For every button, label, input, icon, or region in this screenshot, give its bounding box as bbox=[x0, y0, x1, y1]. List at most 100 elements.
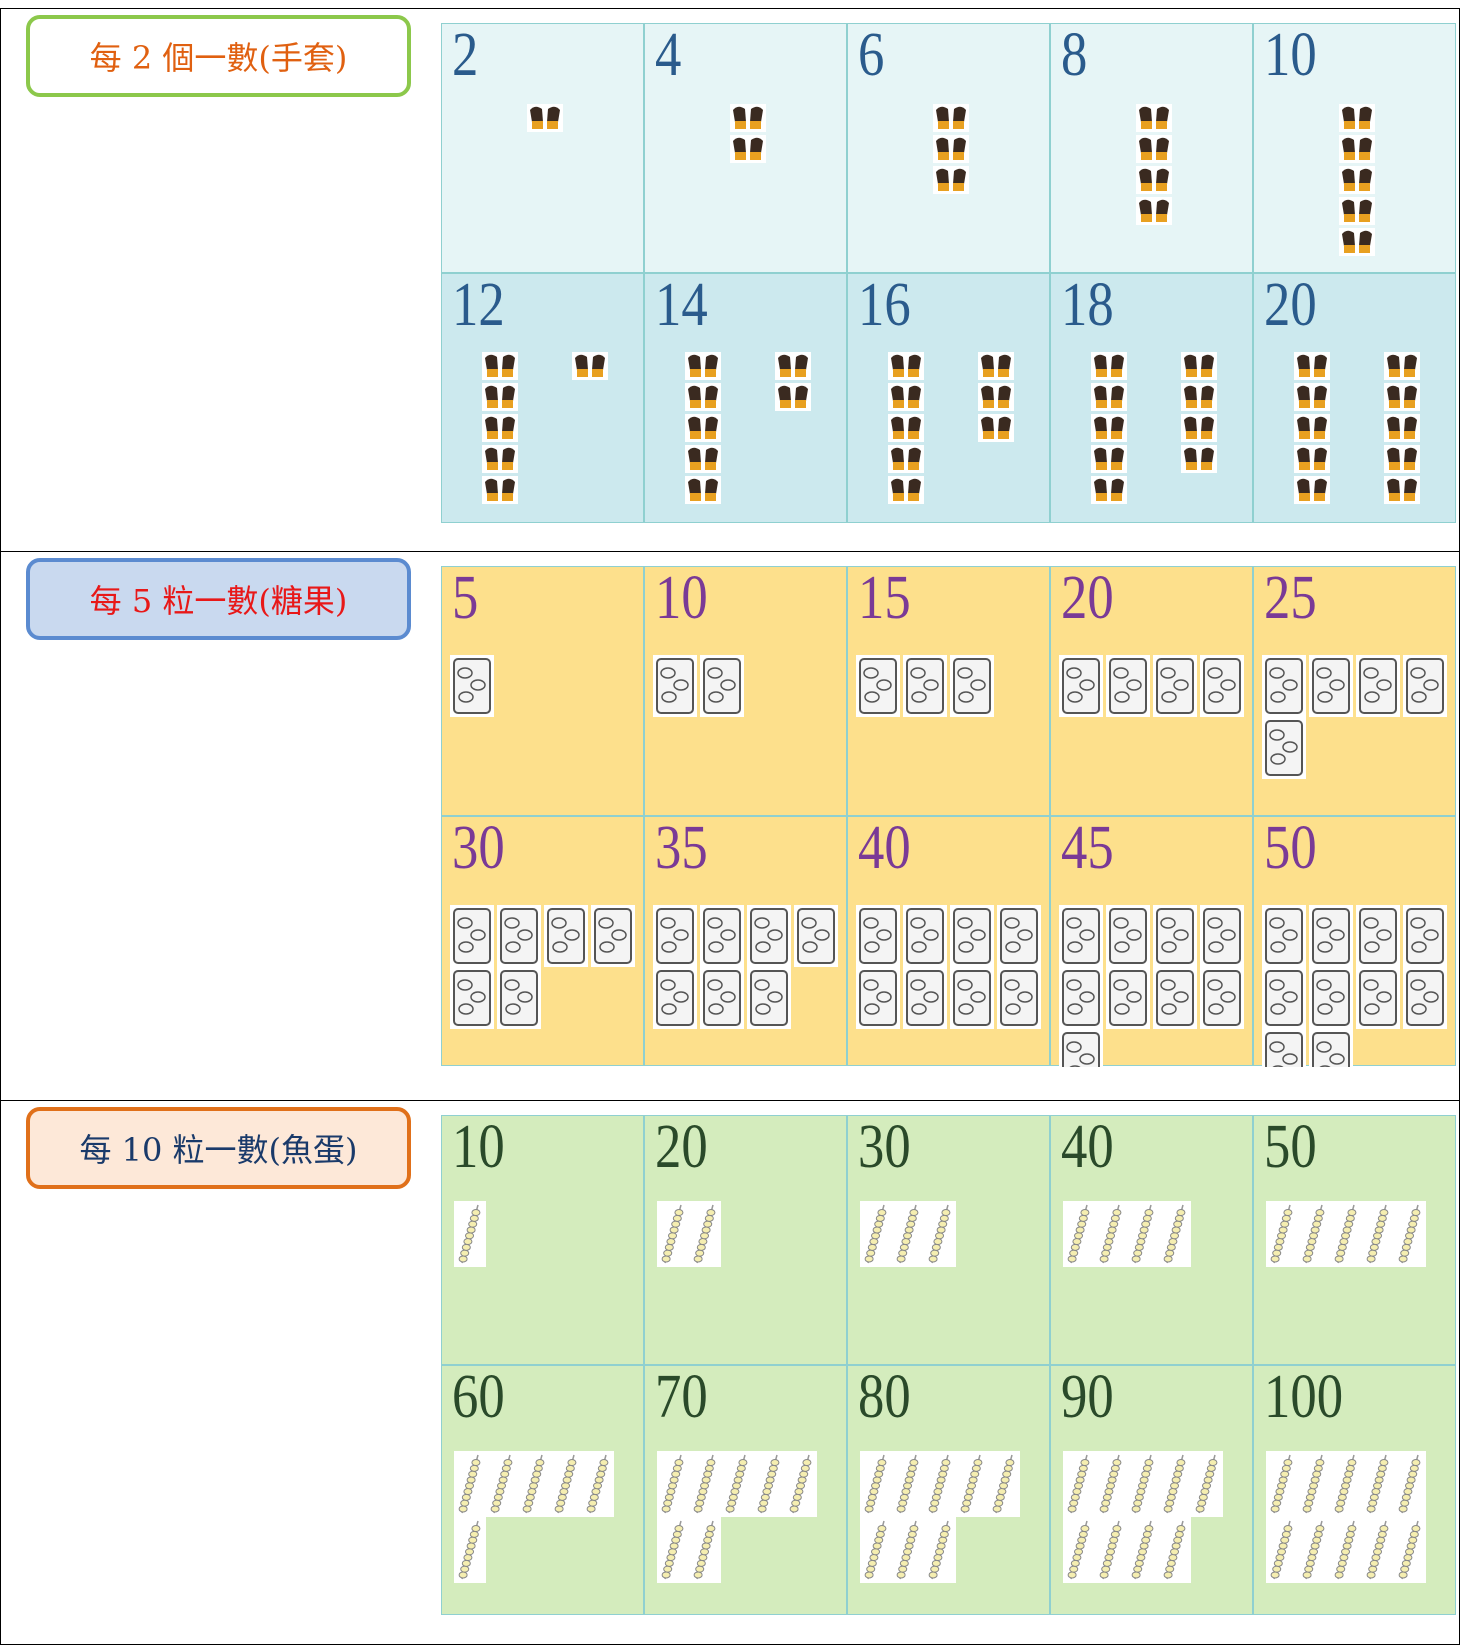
candy-icon bbox=[700, 967, 744, 1029]
stick-icon bbox=[860, 1451, 892, 1517]
count-number: 2 bbox=[452, 21, 479, 89]
count-cell: 5 bbox=[441, 564, 644, 816]
candy-icon bbox=[747, 905, 791, 967]
count-cell: 40 bbox=[1050, 1113, 1253, 1365]
glove-icon bbox=[685, 445, 721, 473]
glove-icon bbox=[730, 104, 766, 132]
candy-icon bbox=[856, 655, 900, 717]
stick-icon bbox=[785, 1451, 817, 1517]
candy-icon bbox=[450, 655, 494, 717]
count-number: 20 bbox=[1264, 271, 1317, 339]
candy-icon bbox=[1356, 905, 1400, 967]
section-label: 每 2 個一數(手套) bbox=[26, 15, 411, 97]
count-number: 25 bbox=[1264, 564, 1317, 632]
candy-icon bbox=[1153, 655, 1197, 717]
section-label: 每 5 粒一數(糖果) bbox=[26, 558, 411, 640]
count-number: 15 bbox=[858, 564, 911, 632]
stick-icon bbox=[1159, 1451, 1191, 1517]
glove-icon bbox=[933, 135, 969, 163]
section: 每 5 粒一數(糖果) 5 10 15 20 25 30 35 40 45 50 bbox=[0, 551, 1460, 1101]
stick-icon bbox=[1159, 1201, 1191, 1267]
candy-icon bbox=[653, 655, 697, 717]
stick-icon bbox=[1362, 1201, 1394, 1267]
stick-icon bbox=[860, 1201, 892, 1267]
stick-icon bbox=[454, 1451, 486, 1517]
stick-icon bbox=[582, 1451, 614, 1517]
icons bbox=[657, 1201, 721, 1267]
glove-icon bbox=[888, 414, 924, 442]
candy-icon bbox=[653, 905, 697, 967]
stick-icon bbox=[1095, 1517, 1127, 1583]
glove-icon bbox=[527, 104, 563, 132]
icons bbox=[1262, 655, 1447, 779]
count-cell: 20 bbox=[1253, 271, 1456, 523]
count-number: 40 bbox=[858, 814, 911, 882]
stick-icon bbox=[1266, 1517, 1298, 1583]
count-number: 12 bbox=[452, 271, 505, 339]
candy-icon bbox=[903, 905, 947, 967]
count-cell: 80 bbox=[847, 1363, 1050, 1615]
count-number: 10 bbox=[1264, 21, 1317, 89]
candy-icon bbox=[903, 967, 947, 1029]
count-cell: 60 bbox=[441, 1363, 644, 1615]
stick-icon bbox=[1159, 1517, 1191, 1583]
icons bbox=[1266, 1201, 1426, 1267]
stick-icon bbox=[1330, 1517, 1362, 1583]
candy-icon bbox=[1059, 655, 1103, 717]
icons bbox=[860, 1451, 1020, 1583]
count-number: 4 bbox=[655, 21, 682, 89]
count-cell: 90 bbox=[1050, 1363, 1253, 1615]
icons bbox=[856, 655, 994, 717]
glove-icon bbox=[1136, 135, 1172, 163]
glove-icon bbox=[978, 352, 1014, 380]
glove-icon bbox=[1384, 383, 1420, 411]
count-cell: 30 bbox=[441, 814, 644, 1066]
candy-icon bbox=[1262, 905, 1306, 967]
candy-icon bbox=[903, 655, 947, 717]
count-cell: 16 bbox=[847, 271, 1050, 523]
stick-icon bbox=[956, 1451, 988, 1517]
stick-icon bbox=[924, 1517, 956, 1583]
glove-icon bbox=[1384, 352, 1420, 380]
glove-icon bbox=[1091, 352, 1127, 380]
glove-icon bbox=[1136, 166, 1172, 194]
glove-icon bbox=[1339, 104, 1375, 132]
grid: 10 20 30 40 50 60 70 80 90 100 bbox=[441, 1113, 1456, 1615]
candy-icon bbox=[1403, 967, 1447, 1029]
count-cell: 2 bbox=[441, 21, 644, 273]
stick-icon bbox=[892, 1517, 924, 1583]
candy-icon bbox=[1059, 1029, 1103, 1067]
candy-icon bbox=[1356, 655, 1400, 717]
count-cell: 18 bbox=[1050, 271, 1253, 523]
candy-icon bbox=[1200, 967, 1244, 1029]
stick-icon bbox=[892, 1451, 924, 1517]
glove-icon bbox=[1339, 228, 1375, 256]
stick-icon bbox=[1063, 1517, 1095, 1583]
glove-icon bbox=[685, 352, 721, 380]
glove-icon bbox=[888, 352, 924, 380]
candy-icon bbox=[544, 905, 588, 967]
count-cell: 12 bbox=[441, 271, 644, 523]
icons bbox=[454, 1201, 486, 1267]
candy-icon bbox=[1356, 967, 1400, 1029]
glove-icon bbox=[888, 445, 924, 473]
count-number: 5 bbox=[452, 564, 479, 632]
candy-icon bbox=[653, 967, 697, 1029]
glove-icon bbox=[1181, 445, 1217, 473]
stick-icon bbox=[1362, 1517, 1394, 1583]
glove-icon bbox=[482, 414, 518, 442]
count-cell: 10 bbox=[1253, 21, 1456, 273]
candy-icon bbox=[950, 905, 994, 967]
candy-icon bbox=[1309, 655, 1353, 717]
stick-icon bbox=[1095, 1451, 1127, 1517]
glove-icon bbox=[1294, 476, 1330, 504]
stick-icon bbox=[1330, 1451, 1362, 1517]
icons bbox=[933, 104, 969, 194]
glove-icon bbox=[888, 383, 924, 411]
glove-icon bbox=[978, 414, 1014, 442]
glove-icon bbox=[888, 476, 924, 504]
glove-icon bbox=[775, 383, 811, 411]
candy-icon bbox=[997, 905, 1041, 967]
stick-icon bbox=[924, 1451, 956, 1517]
count-number: 100 bbox=[1264, 1363, 1344, 1431]
